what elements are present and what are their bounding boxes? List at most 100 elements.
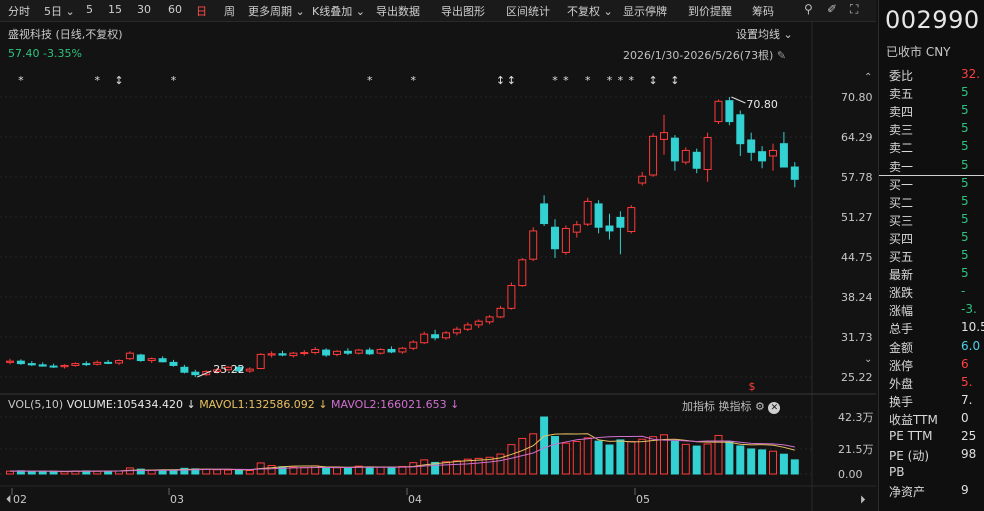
toolbar-item[interactable]: 60 — [168, 3, 182, 16]
event-marker[interactable]: * — [563, 74, 569, 87]
volume-bar — [551, 436, 559, 475]
toolbar-item[interactable]: 日 — [196, 5, 207, 18]
toolbar-item[interactable]: 30 — [137, 3, 151, 16]
toolbar-item[interactable]: 不复权 ⌄ — [567, 5, 613, 18]
candle-body — [561, 227, 570, 253]
event-marker[interactable]: ↕ — [670, 74, 679, 87]
x-tick-label: 02 — [13, 493, 27, 506]
toolbar-item[interactable]: 5 — [86, 3, 93, 16]
arrow-down-icon: ↓ — [450, 398, 460, 411]
toolbar-item[interactable]: 筹码 — [752, 5, 774, 18]
candle-body — [649, 135, 658, 176]
toolbar-item[interactable]: 更多周期 ⌄ — [248, 5, 305, 18]
toolbar-item[interactable]: K线叠加 ⌄ — [312, 5, 365, 18]
quote-key: 买一 — [889, 177, 914, 192]
expand-icon[interactable]: ⛶ — [850, 2, 859, 16]
x-tick-label: 04 — [408, 493, 422, 506]
gear-icon[interactable]: ⚙ — [755, 400, 765, 413]
quote-value: 98 — [961, 447, 977, 462]
event-marker[interactable]: * — [171, 74, 177, 87]
quote-row: 买四 5 — [889, 230, 984, 248]
candle-body — [463, 324, 472, 330]
toolbar-item[interactable]: 周 — [224, 5, 235, 18]
toolbar-item[interactable]: 导出数据 — [376, 5, 420, 18]
volume-bar — [267, 465, 276, 475]
price-change: 57.40 -3.35% — [8, 47, 82, 60]
quote-value: 6 — [961, 356, 969, 371]
event-marker[interactable]: * — [18, 74, 24, 87]
toolbar-item[interactable]: 15 — [108, 3, 122, 16]
quote-key: 买三 — [889, 213, 914, 228]
quote-row: 最新 5 — [889, 266, 984, 284]
candle-body — [747, 139, 756, 153]
price-tick-label: 31.73 — [841, 331, 873, 344]
arrow-down-icon: ↓ — [318, 398, 328, 411]
volume-bar — [594, 440, 603, 475]
candle-body — [485, 316, 494, 323]
quote-row: 卖三 5 — [889, 121, 984, 139]
event-marker[interactable]: ↕ — [507, 74, 516, 87]
candle-body — [452, 328, 461, 334]
candle-body — [736, 114, 745, 145]
volume-bar — [779, 453, 788, 475]
date-range: 2026/1/30-2026/5/26(73根) ✎ — [623, 47, 786, 63]
scroll-left-icon[interactable]: ⏴ — [6, 493, 12, 506]
price-tick-label: 64.29 — [841, 131, 873, 144]
quote-value: 5 — [961, 85, 969, 100]
quote-key: 涨停 — [889, 358, 914, 373]
date-range-label: 2026/1/30-2026/5/26(73根) — [623, 49, 774, 62]
toolbar-item[interactable]: 到价提醒 — [688, 5, 732, 18]
quote-row: 换手 7. — [889, 393, 984, 411]
quote-key: 买五 — [889, 250, 914, 264]
event-marker[interactable]: * — [585, 74, 591, 87]
event-marker[interactable]: ↕ — [496, 74, 505, 87]
mavol2-line — [9, 435, 795, 472]
pen-icon[interactable]: ✐ — [827, 2, 838, 16]
quote-row: 总手 10.5 — [889, 320, 984, 338]
add-indicator-button[interactable]: 加指标 — [682, 400, 715, 413]
quote-value: 10.5 — [961, 320, 984, 335]
close-icon[interactable]: ✕ — [768, 402, 781, 414]
event-marker[interactable]: * — [629, 74, 635, 87]
dividend-marker-icon[interactable]: $ — [749, 380, 756, 393]
candle-body — [638, 175, 647, 184]
event-marker[interactable]: * — [367, 74, 373, 87]
candle-body — [93, 361, 102, 365]
volume-bar — [27, 470, 36, 475]
settings-ma-button[interactable]: 设置均线 ⌄ — [736, 26, 793, 42]
toolbar-item[interactable]: 分时 — [8, 5, 30, 18]
scroll-right-icon[interactable]: ⏵ — [860, 493, 866, 506]
quote-key: 总手 — [889, 322, 914, 337]
toolbar-item[interactable]: 区间统计 — [506, 5, 550, 18]
candle-body — [551, 226, 559, 250]
collapse-icon[interactable]: ⌃ — [864, 72, 872, 83]
toolbar-item[interactable]: 5日 ⌄ — [44, 5, 75, 18]
quote-key: 涨幅 — [889, 304, 914, 319]
toolbar-item[interactable]: 显示停牌 — [623, 5, 667, 18]
kline-chart[interactable]: 70.80 64.29 57.78 51.27 44.75 38.24 31.73 25.22… — [0, 22, 876, 511]
quote-value: 7. — [961, 392, 973, 407]
event-marker[interactable]: * — [411, 74, 417, 87]
change-indicator-button[interactable]: 换指标 — [718, 400, 752, 413]
event-marker[interactable]: * — [618, 74, 624, 87]
event-marker[interactable]: ↕ — [114, 74, 123, 87]
quote-row: 买二 5 — [889, 194, 984, 212]
volume-bar — [245, 469, 254, 475]
chevron-down-icon: ⌄ — [783, 28, 793, 41]
expand-down-icon[interactable]: ⌄ — [864, 354, 872, 365]
quote-row: 卖五 5 — [889, 85, 984, 103]
event-marker[interactable]: * — [552, 74, 558, 87]
quote-value: 5. — [961, 374, 973, 389]
quote-row: 委比 32. — [889, 67, 984, 85]
quote-panel: 002990 已收市 CNY 委比 32. 卖五 5 卖四 5 卖三 5 卖二 5 卖一 5 买一 5 买二… — [878, 0, 984, 511]
search-icon[interactable]: ⚲ — [804, 2, 813, 16]
vol-header: VOL(5,10) VOLUME:105434.420 ↓ MAVOL1:132… — [8, 398, 459, 411]
volume-bar — [354, 465, 363, 475]
toolbar-item[interactable]: 导出图形 — [441, 5, 485, 18]
pin-icon[interactable]: ✎ — [776, 49, 787, 62]
vol-tick-label: 0.00 — [838, 468, 863, 481]
event-marker[interactable]: * — [607, 74, 613, 87]
event-marker[interactable]: ↕ — [648, 74, 657, 87]
event-marker[interactable]: * — [94, 74, 100, 87]
volume-bar — [289, 466, 298, 475]
